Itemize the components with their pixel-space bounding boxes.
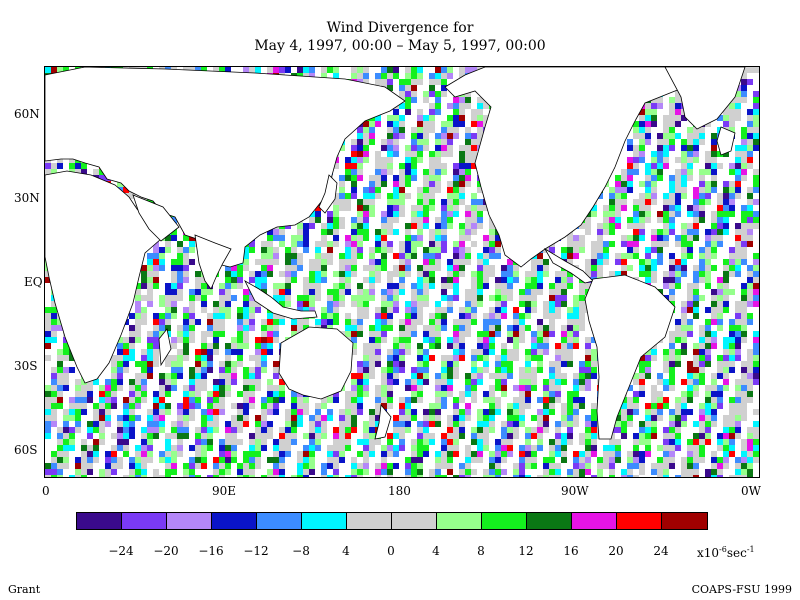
colorbar-tick-label: −12 — [243, 544, 269, 558]
colorbar-tick-label: −16 — [198, 544, 224, 558]
india-landmass — [194, 234, 232, 290]
lon-label-0: 0 — [42, 484, 50, 498]
map-title-line-1: Wind Divergence for — [326, 20, 474, 36]
colorbar-tick-label: −24 — [108, 544, 134, 558]
lon-label-0w: 0W — [741, 484, 761, 498]
colorbar-swatch — [257, 513, 302, 529]
colorbar-swatch — [662, 513, 707, 529]
colorbar-swatch — [302, 513, 347, 529]
indonesia-islands — [244, 279, 318, 320]
south-america-landmass — [584, 274, 676, 440]
colorbar-tick-label: −8 — [292, 544, 310, 558]
unit-exponent: -6 — [719, 545, 727, 554]
lon-label-180: 180 — [388, 484, 411, 498]
unit-prefix: x10 — [697, 546, 720, 560]
lat-label-30s: 30S — [14, 359, 38, 373]
lat-label-eq: EQ — [24, 275, 43, 289]
colorbar-swatch — [167, 513, 212, 529]
colorbar-tick-label: 16 — [563, 544, 579, 558]
greenland-landmass — [664, 67, 746, 130]
land-masses — [45, 67, 746, 440]
colorbar-tick-label: 4 — [342, 544, 350, 558]
north-america-landmass — [444, 67, 686, 268]
map-panel — [44, 66, 760, 478]
colorbar-swatch — [617, 513, 662, 529]
lon-label-90e: 90E — [212, 484, 237, 498]
colorbar-swatch — [482, 513, 527, 529]
arabia-landmass — [132, 194, 180, 242]
colorbar-tick-label: 4 — [432, 544, 440, 558]
new-zealand-islands — [374, 404, 392, 440]
uk-island — [716, 126, 736, 156]
colorbar-tick-label: −20 — [153, 544, 179, 558]
madagascar-island — [158, 328, 172, 367]
divergence-map — [45, 67, 759, 477]
map-title-line-2: May 4, 1997, 00:00 – May 5, 1997, 00:00 — [254, 38, 546, 54]
eurasia-landmass — [45, 67, 406, 268]
lat-label-60s: 60S — [14, 443, 38, 457]
colorbar-tick-label: 20 — [608, 544, 624, 558]
author-credit: Grant — [8, 583, 41, 596]
colorbar-swatch — [527, 513, 572, 529]
colorbar-tick-label: 24 — [653, 544, 669, 558]
lat-label-30n: 30N — [14, 191, 40, 205]
colorbar-swatch — [347, 513, 392, 529]
unit-suffix-exponent: -1 — [746, 545, 755, 554]
colorbar — [76, 512, 708, 530]
lat-label-60n: 60N — [14, 107, 40, 121]
colorbar-tick-label: 12 — [518, 544, 534, 558]
australia-landmass — [278, 326, 354, 400]
colorbar-swatch — [77, 513, 122, 529]
colorbar-tick-label: 0 — [387, 544, 395, 558]
colorbar-swatch — [212, 513, 257, 529]
colorbar-swatch — [122, 513, 167, 529]
japan-islands — [318, 174, 338, 214]
unit-suffix: sec — [726, 546, 747, 560]
colorbar-swatch — [572, 513, 617, 529]
colorbar-swatch — [392, 513, 437, 529]
colorbar-swatch — [437, 513, 482, 529]
lon-label-90w: 90W — [561, 484, 589, 498]
colorbar-unit: x10-6sec-1 — [697, 545, 755, 560]
organization-credit: COAPS-FSU 1999 — [691, 583, 792, 596]
colorbar-tick-label: 8 — [477, 544, 485, 558]
africa-landmass — [45, 170, 162, 384]
central-america-landmass — [543, 247, 594, 284]
